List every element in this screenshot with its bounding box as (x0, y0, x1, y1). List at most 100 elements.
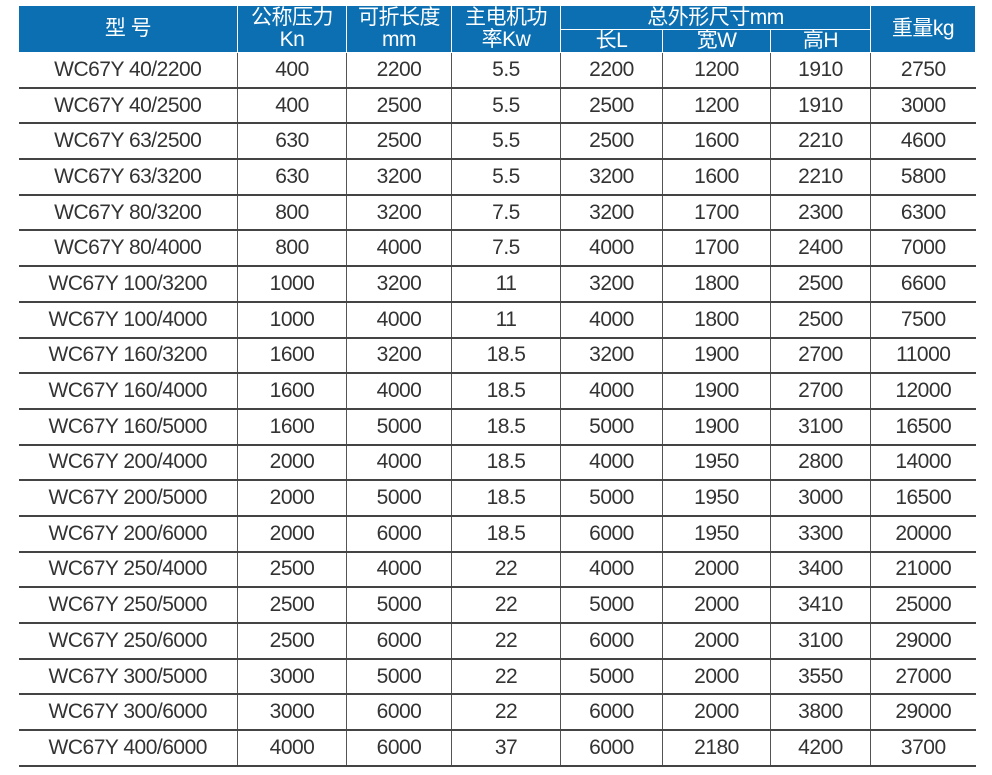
header-model: 型 号 (18, 5, 238, 53)
cell-dim-h: 1910 (769, 87, 872, 125)
cell-length: 6000 (346, 730, 452, 767)
cell-weight: 6300 (870, 194, 976, 232)
cell-force: 1000 (237, 301, 347, 339)
cell-power: 18.5 (451, 444, 561, 482)
table-row: WC67Y 100/3200 1000 3200 11 3200 1800 2500 6600 (18, 266, 976, 303)
cell-weight: 7500 (870, 301, 976, 339)
cell-dim-h: 2500 (769, 301, 872, 339)
cell-power: 18.5 (451, 515, 561, 553)
cell-dim-l: 6000 (560, 694, 663, 732)
cell-dim-h: 2300 (769, 194, 872, 232)
cell-dim-w: 1950 (662, 480, 771, 517)
cell-model: WC67Y 100/4000 (18, 301, 238, 339)
cell-weight: 14000 (870, 444, 976, 482)
table-row: WC67Y 200/4000 2000 4000 18.5 4000 1950 2800 14… (18, 444, 976, 482)
cell-model: WC67Y 200/5000 (18, 480, 238, 517)
cell-dim-l: 5000 (560, 408, 663, 446)
cell-length: 3200 (346, 194, 452, 232)
cell-dim-h: 2800 (769, 444, 872, 482)
cell-dim-h: 3100 (769, 623, 872, 660)
cell-power: 7.5 (451, 230, 561, 268)
cell-power: 18.5 (451, 373, 561, 410)
cell-weight: 29000 (870, 694, 976, 732)
cell-dim-l: 5000 (560, 480, 663, 517)
cell-weight: 29000 (870, 623, 976, 660)
cell-power: 5.5 (451, 123, 561, 161)
cell-power: 18.5 (451, 408, 561, 446)
header-weight: 重量kg (870, 5, 977, 53)
table-row: WC67Y 40/2500 400 2500 5.5 2500 1200 1910 3000 (18, 87, 976, 125)
cell-force: 800 (237, 194, 347, 232)
table-row: WC67Y 80/4000 800 4000 7.5 4000 1700 2400 7000 (18, 230, 976, 268)
cell-force: 2500 (237, 623, 347, 660)
cell-dim-h: 3100 (769, 408, 872, 446)
cell-dim-h: 3400 (769, 551, 872, 589)
cell-power: 5.5 (451, 159, 561, 196)
cell-length: 5000 (346, 480, 452, 517)
table-row: WC67Y 250/4000 2500 4000 22 4000 2000 3400 2100… (18, 551, 976, 589)
cell-force: 400 (237, 87, 347, 125)
cell-power: 5.5 (451, 87, 561, 125)
header-dim-l: 长L (560, 29, 663, 53)
header-dim-h: 高H (769, 29, 872, 53)
table-row: WC67Y 300/6000 3000 6000 22 6000 2000 3800 2900… (18, 694, 976, 732)
table-row: WC67Y 200/6000 2000 6000 18.5 6000 1950 3300 20… (18, 515, 976, 553)
cell-dim-l: 6000 (560, 623, 663, 660)
cell-weight: 27000 (870, 658, 976, 696)
table-row: WC67Y 100/4000 1000 4000 11 4000 1800 2500 7500 (18, 301, 976, 339)
table-row: WC67Y 250/6000 2500 6000 22 6000 2000 3100 2900… (18, 623, 976, 660)
cell-dim-w: 1700 (662, 230, 771, 268)
cell-model: WC67Y 160/3200 (18, 337, 238, 375)
cell-dim-l: 4000 (560, 301, 663, 339)
cell-dim-l: 4000 (560, 444, 663, 482)
cell-weight: 21000 (870, 551, 976, 589)
cell-dim-l: 3200 (560, 266, 663, 303)
header-power-label: 主电机功 (465, 6, 548, 29)
cell-dim-l: 5000 (560, 658, 663, 696)
cell-model: WC67Y 250/6000 (18, 623, 238, 660)
table-row: WC67Y 300/5000 3000 5000 22 5000 2000 3550 2700… (18, 658, 976, 696)
cell-dim-w: 1600 (662, 159, 771, 196)
cell-dim-w: 2000 (662, 694, 771, 732)
cell-weight: 25000 (870, 587, 976, 624)
cell-power: 7.5 (451, 194, 561, 232)
cell-model: WC67Y 250/5000 (18, 587, 238, 624)
cell-weight: 2750 (870, 52, 976, 89)
cell-model: WC67Y 63/3200 (18, 159, 238, 196)
cell-force: 2500 (237, 587, 347, 624)
cell-dim-l: 4000 (560, 230, 663, 268)
cell-model: WC67Y 200/6000 (18, 515, 238, 553)
cell-length: 4000 (346, 551, 452, 589)
table-row: WC67Y 63/2500 630 2500 5.5 2500 1600 2210 4600 (18, 123, 976, 161)
cell-force: 1000 (237, 266, 347, 303)
cell-weight: 3000 (870, 87, 976, 125)
cell-dim-l: 2200 (560, 52, 663, 89)
cell-dim-w: 1200 (662, 87, 771, 125)
cell-dim-h: 3800 (769, 694, 872, 732)
table-body: WC67Y 40/2200 400 2200 5.5 2200 1200 1910 2750 W… (18, 52, 976, 767)
cell-dim-l: 4000 (560, 373, 663, 410)
cell-dim-w: 1900 (662, 408, 771, 446)
table-row: WC67Y 80/3200 800 3200 7.5 3200 1700 2300 6300 (18, 194, 976, 232)
cell-power: 11 (451, 266, 561, 303)
cell-dim-w: 1900 (662, 337, 771, 375)
cell-power: 18.5 (451, 480, 561, 517)
cell-dim-h: 2700 (769, 373, 872, 410)
cell-weight: 11000 (870, 337, 976, 375)
cell-length: 3200 (346, 266, 452, 303)
table-row: WC67Y 250/5000 2500 5000 22 5000 2000 3410 2500… (18, 587, 976, 624)
cell-dim-h: 4200 (769, 730, 872, 767)
cell-length: 2200 (346, 52, 452, 89)
cell-dim-l: 3200 (560, 159, 663, 196)
cell-dim-l: 2500 (560, 87, 663, 125)
cell-dim-h: 3550 (769, 658, 872, 696)
cell-dim-l: 5000 (560, 587, 663, 624)
cell-force: 630 (237, 159, 347, 196)
cell-dim-l: 4000 (560, 551, 663, 589)
cell-length: 5000 (346, 658, 452, 696)
cell-weight: 16500 (870, 408, 976, 446)
spec-table: 型 号 公称压力 Kn 可折长度 mm 主电机功 率Kw 总外形尺寸mm 重量kg 长… (18, 5, 977, 767)
cell-force: 800 (237, 230, 347, 268)
cell-power: 37 (451, 730, 561, 767)
header-force-unit: Kn (279, 28, 305, 51)
